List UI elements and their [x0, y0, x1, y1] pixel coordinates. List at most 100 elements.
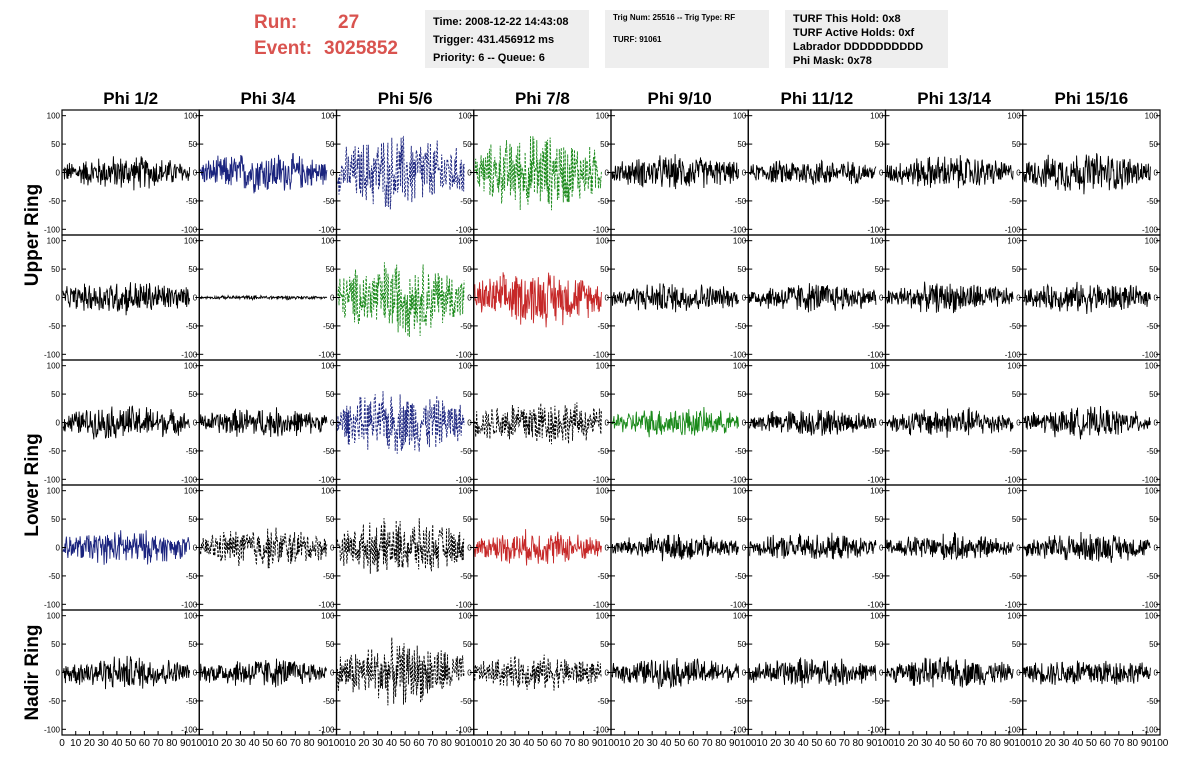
labrador-line: Labrador DDDDDDDDDD [793, 41, 924, 53]
waveform-line [1023, 531, 1151, 563]
trig-num-line: Trig Num: 25516 -- Trig Type: RF [613, 13, 736, 22]
x-tick-label: 60 [276, 738, 288, 749]
waveform-line [1023, 153, 1151, 195]
waveform-line [748, 409, 877, 436]
run-label: Run: [254, 12, 298, 33]
y-tick-label: -100 [44, 725, 61, 734]
y-tick-label: -100 [44, 475, 61, 484]
y-tick-label: 50 [326, 390, 335, 399]
y-tick-label: -50 [48, 572, 60, 581]
x-tick-label: 100 [603, 738, 620, 749]
y-tick-label: -50 [48, 322, 60, 331]
y-tick-label: 0 [56, 169, 61, 178]
y-tick-label: 100 [47, 487, 61, 496]
event-label: Event: [254, 38, 313, 59]
x-tick-label: 20 [907, 738, 919, 749]
y-tick-label: -100 [44, 350, 61, 359]
column-header: Phi 15/16 [1055, 89, 1129, 108]
y-tick-label: -50 [460, 572, 472, 581]
y-tick-label: 100 [733, 112, 747, 121]
y-tick-label: 50 [51, 640, 60, 649]
y-tick-label: -50 [1146, 447, 1158, 456]
turf-active-line: TURF Active Holds: 0xf [793, 27, 915, 39]
y-tick-label: -50 [1009, 447, 1021, 456]
y-tick-label: -100 [867, 350, 884, 359]
y-tick-label: 100 [596, 487, 610, 496]
waveform-line [199, 658, 327, 688]
y-tick-label: 50 [600, 390, 609, 399]
y-tick-label: 50 [875, 640, 884, 649]
y-tick-label: -50 [323, 572, 335, 581]
x-tick-label: 20 [358, 738, 370, 749]
x-tick-label: 90 [866, 738, 878, 749]
x-tick-label: 70 [290, 738, 302, 749]
y-tick-label: 0 [742, 169, 747, 178]
y-tick-label: 0 [193, 169, 198, 178]
y-tick-label: -50 [597, 572, 609, 581]
y-tick-label: -50 [735, 697, 747, 706]
y-tick-label: -100 [318, 725, 335, 734]
y-tick-label: 100 [596, 237, 610, 246]
time-line: Time: 2008-12-22 14:43:08 [433, 16, 569, 28]
y-tick-label: 0 [605, 419, 610, 428]
x-tick-label: 10 [1031, 738, 1043, 749]
waveform-line [474, 402, 602, 445]
waveform-line [748, 159, 877, 186]
x-tick-label: 20 [84, 738, 96, 749]
x-tick-label: 20 [496, 738, 508, 749]
y-tick-label: 0 [193, 294, 198, 303]
y-tick-label: 100 [184, 237, 198, 246]
y-tick-label: 0 [56, 669, 61, 678]
y-tick-label: 50 [875, 140, 884, 149]
y-tick-label: -100 [730, 475, 747, 484]
waveform-line [62, 530, 191, 565]
y-tick-label: -50 [735, 572, 747, 581]
y-tick-label: 100 [458, 112, 472, 121]
y-tick-label: 0 [742, 419, 747, 428]
waveform-line [474, 272, 602, 328]
waveform-line [1023, 405, 1151, 440]
waveform-line [1023, 660, 1151, 686]
y-tick-label: -50 [1009, 322, 1021, 331]
x-tick-label: 90 [180, 738, 192, 749]
y-tick-label: 50 [1012, 265, 1021, 274]
y-tick-label: 0 [879, 294, 884, 303]
y-tick-label: 50 [1149, 265, 1158, 274]
y-tick-label: -50 [460, 197, 472, 206]
x-tick-label: 90 [1141, 738, 1153, 749]
y-tick-label: 50 [1149, 640, 1158, 649]
y-tick-label: 0 [605, 169, 610, 178]
y-tick-label: 50 [600, 640, 609, 649]
x-tick-label: 80 [578, 738, 590, 749]
y-tick-label: -50 [1146, 572, 1158, 581]
y-tick-label: 100 [1145, 487, 1159, 496]
y-tick-label: 100 [870, 612, 884, 621]
y-tick-label: -50 [872, 322, 884, 331]
x-tick-label: 100 [328, 738, 345, 749]
y-tick-label: -50 [48, 197, 60, 206]
y-tick-label: 50 [463, 640, 472, 649]
x-tick-label: 60 [962, 738, 974, 749]
turf-line: TURF: 91061 [613, 35, 662, 44]
y-tick-label: 100 [1145, 237, 1159, 246]
x-tick-label: 60 [688, 738, 700, 749]
event-value: 3025852 [324, 38, 398, 59]
y-tick-label: -100 [318, 225, 335, 234]
x-tick-label: 100 [191, 738, 208, 749]
y-tick-label: 50 [463, 515, 472, 524]
y-tick-label: -100 [1142, 225, 1159, 234]
ring-label: Nadir Ring [22, 624, 43, 720]
waveform-line [474, 654, 602, 691]
x-tick-label: 40 [1072, 738, 1084, 749]
y-tick-label: 50 [188, 515, 197, 524]
y-tick-label: -50 [460, 322, 472, 331]
x-tick-label: 40 [935, 738, 947, 749]
y-tick-label: 100 [321, 487, 335, 496]
trigger-line: Trigger: 431.456912 ms [433, 34, 555, 46]
y-tick-label: 100 [870, 362, 884, 371]
y-tick-label: 0 [56, 419, 61, 428]
run-row: Run: 27 [254, 10, 419, 36]
x-tick-label: 30 [98, 738, 110, 749]
column-header: Phi 13/14 [917, 89, 991, 108]
y-tick-label: 100 [184, 487, 198, 496]
